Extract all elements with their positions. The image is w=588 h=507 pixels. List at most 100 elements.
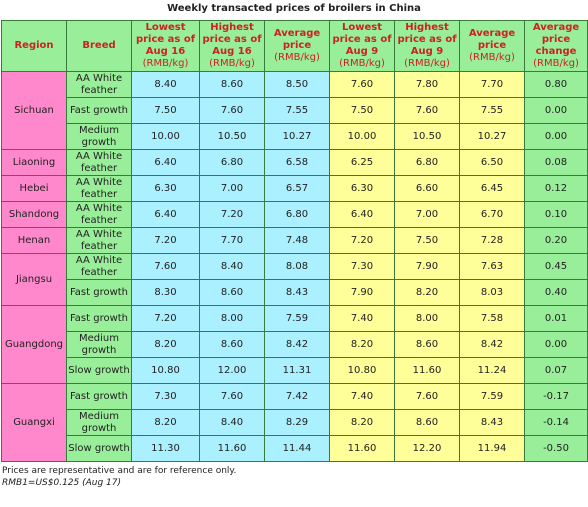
highest-aug16-cell: 8.40: [199, 409, 265, 436]
highest-aug16-cell: 7.20: [199, 201, 265, 228]
lowest-aug9-cell: 7.60: [329, 71, 395, 98]
lowest-aug9-cell: 8.20: [329, 409, 395, 436]
average-aug9-cell: 7.59: [459, 383, 525, 410]
region-cell: Guangxi: [1, 383, 67, 462]
highest-aug16-cell: 8.60: [199, 279, 265, 306]
highest-aug16-cell: 12.00: [199, 357, 265, 384]
price-change-cell: 0.00: [524, 331, 588, 358]
table-row: Liaoning AA White feather 6.40 6.80 6.58 6.25…: [1, 149, 588, 176]
breed-cell: Fast growth: [66, 305, 132, 332]
average-aug9-cell: 7.55: [459, 97, 525, 124]
region-cell: Guangdong: [1, 305, 67, 384]
lowest-aug16-cell: 10.00: [131, 123, 200, 150]
table-row: Slow growth 10.80 12.00 11.31 10.80 11.60 11.2…: [2, 357, 588, 384]
breed-cell: Fast growth: [66, 383, 132, 410]
average-aug16-cell: 7.55: [264, 97, 330, 124]
price-change-cell: 0.20: [524, 227, 588, 254]
price-change-cell: -0.14: [524, 409, 588, 436]
table-body: Sichuan AA White feather 8.40 8.60 8.50 7.60 7…: [1, 71, 588, 462]
highest-aug16-cell: 8.60: [199, 71, 265, 98]
average-aug16-cell: 8.50: [264, 71, 330, 98]
footnote-reference: Prices are representative and are for re…: [2, 466, 237, 476]
average-aug16-cell: 11.31: [264, 357, 330, 384]
breed-cell: Fast growth: [66, 279, 132, 306]
breed-cell: AA White feather: [66, 201, 132, 228]
highest-aug9-cell: 12.20: [394, 435, 460, 462]
highest-aug16-cell: 8.60: [199, 331, 265, 358]
average-aug9-cell: 6.45: [459, 175, 525, 202]
lowest-aug16-cell: 6.40: [131, 149, 200, 176]
breed-cell: Medium growth: [66, 123, 132, 150]
average-aug16-cell: 10.27: [264, 123, 330, 150]
table-row: Fast growth 7.50 7.60 7.55 7.50 7.60 7.55 0.00: [2, 97, 588, 124]
highest-aug9-cell: 8.00: [394, 305, 460, 332]
highest-aug9-cell: 7.90: [394, 253, 460, 280]
price-change-cell: -0.17: [524, 383, 588, 410]
average-aug9-cell: 7.28: [459, 227, 525, 254]
highest-aug9-cell: 8.60: [394, 409, 460, 436]
region-cell: Jiangsu: [1, 253, 67, 306]
price-change-cell: 0.00: [524, 123, 588, 150]
region-cell: Sichuan: [1, 71, 67, 150]
highest-aug16-cell: 8.40: [199, 253, 265, 280]
highest-aug9-cell: 10.50: [394, 123, 460, 150]
lowest-aug9-cell: 11.60: [329, 435, 395, 462]
lowest-aug9-cell: 7.90: [329, 279, 395, 306]
average-aug16-cell: 8.43: [264, 279, 330, 306]
lowest-aug16-cell: 8.30: [131, 279, 200, 306]
average-aug16-cell: 7.42: [264, 383, 330, 410]
breed-cell: AA White feather: [66, 175, 132, 202]
breed-cell: Fast growth: [66, 97, 132, 124]
highest-aug9-cell: 11.60: [394, 357, 460, 384]
header-region: Region: [1, 20, 67, 72]
table-row: Medium growth 10.00 10.50 10.27 10.00 10.50 10…: [2, 123, 588, 150]
footnotes: Prices are representative and are for re…: [2, 465, 588, 489]
breed-cell: Slow growth: [66, 357, 132, 384]
table-row: Jiangsu AA White feather 7.60 8.40 8.08 7.30 7…: [1, 253, 588, 306]
breed-cell: Medium growth: [66, 331, 132, 358]
highest-aug16-cell: 11.60: [199, 435, 265, 462]
lowest-aug9-cell: 10.80: [329, 357, 395, 384]
average-aug16-cell: 11.44: [264, 435, 330, 462]
header-average-aug16: Average price (RMB/kg): [264, 20, 330, 72]
lowest-aug9-cell: 6.25: [329, 149, 395, 176]
region-cell: Liaoning: [1, 149, 67, 176]
average-aug9-cell: 6.70: [459, 201, 525, 228]
table-row: Medium growth 8.20 8.60 8.42 8.20 8.60 8.42 0.0…: [2, 331, 588, 358]
lowest-aug16-cell: 7.20: [131, 227, 200, 254]
average-aug9-cell: 11.94: [459, 435, 525, 462]
header-lowest-aug16: Lowest price as of Aug 16 (RMB/kg): [131, 20, 200, 72]
average-aug16-cell: 8.42: [264, 331, 330, 358]
lowest-aug16-cell: 7.60: [131, 253, 200, 280]
table-row: Guangxi Fast growth 7.30 7.60 7.42 7.40 7.60 7.…: [1, 383, 588, 462]
average-aug16-cell: 6.58: [264, 149, 330, 176]
highest-aug9-cell: 6.60: [394, 175, 460, 202]
highest-aug16-cell: 7.60: [199, 97, 265, 124]
average-aug9-cell: 7.58: [459, 305, 525, 332]
breed-cell: AA White feather: [66, 149, 132, 176]
price-change-cell: 0.40: [524, 279, 588, 306]
highest-aug16-cell: 7.60: [199, 383, 265, 410]
average-aug9-cell: 7.63: [459, 253, 525, 280]
table-row: Slow growth 11.30 11.60 11.44 11.60 12.20 11.9…: [2, 435, 588, 462]
price-change-cell: 0.00: [524, 97, 588, 124]
price-change-cell: 0.80: [524, 71, 588, 98]
lowest-aug16-cell: 7.20: [131, 305, 200, 332]
header-average-aug9: Average price (RMB/kg): [459, 20, 525, 72]
price-change-cell: 0.01: [524, 305, 588, 332]
table-row: Medium growth 8.20 8.40 8.29 8.20 8.60 8.43 -0.…: [2, 409, 588, 436]
average-aug16-cell: 6.57: [264, 175, 330, 202]
price-change-cell: -0.50: [524, 435, 588, 462]
breed-cell: AA White feather: [66, 227, 132, 254]
average-aug16-cell: 8.29: [264, 409, 330, 436]
lowest-aug16-cell: 8.20: [131, 409, 200, 436]
highest-aug16-cell: 7.70: [199, 227, 265, 254]
lowest-aug9-cell: 10.00: [329, 123, 395, 150]
lowest-aug9-cell: 7.40: [329, 305, 395, 332]
average-aug16-cell: 7.59: [264, 305, 330, 332]
highest-aug9-cell: 7.50: [394, 227, 460, 254]
highest-aug16-cell: 8.00: [199, 305, 265, 332]
highest-aug9-cell: 6.80: [394, 149, 460, 176]
highest-aug16-cell: 6.80: [199, 149, 265, 176]
lowest-aug16-cell: 7.50: [131, 97, 200, 124]
